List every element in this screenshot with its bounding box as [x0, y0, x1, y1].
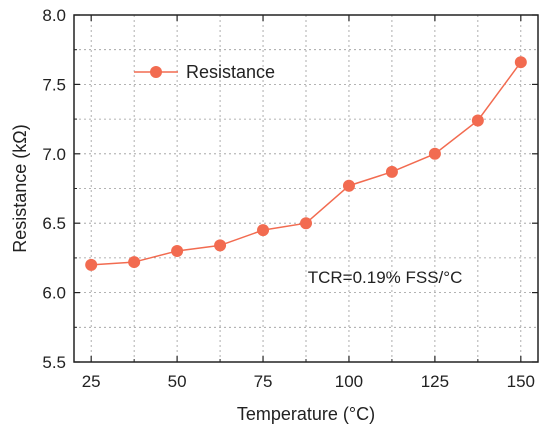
legend: Resistance — [134, 62, 275, 82]
x-tick-label: 50 — [168, 372, 187, 391]
data-point — [128, 256, 141, 269]
data-point — [214, 239, 227, 252]
y-tick-label: 7.5 — [42, 75, 66, 94]
x-tick-label: 25 — [82, 372, 101, 391]
data-point — [514, 56, 527, 69]
legend-marker — [150, 66, 162, 78]
y-tick-label: 8.0 — [42, 6, 66, 25]
axis-ticks — [74, 14, 538, 363]
data-point — [85, 258, 98, 271]
y-axis-label: Resistance (kΩ) — [10, 124, 30, 253]
y-tick-label: 6.5 — [42, 214, 66, 233]
grid-lines — [74, 15, 538, 362]
data-point — [385, 165, 398, 178]
data-point — [300, 217, 312, 230]
data-point — [257, 224, 270, 237]
y-tick-label: 7.0 — [42, 145, 66, 164]
data-point — [342, 179, 355, 192]
x-tick-label: 125 — [421, 372, 449, 391]
x-tick-label: 100 — [335, 372, 363, 391]
x-tick-label: 150 — [507, 372, 535, 391]
series-line — [91, 61, 522, 266]
y-tick-labels: 5.5 6.0 6.5 7.0 7.5 8.0 — [42, 6, 66, 372]
tcr-annotation: TCR=0.19% FSS/°C — [308, 268, 463, 287]
data-point — [428, 147, 441, 160]
y-tick-label: 6.0 — [42, 284, 66, 303]
x-tick-label: 75 — [254, 372, 273, 391]
data-point — [471, 114, 484, 127]
legend-label: Resistance — [186, 62, 275, 82]
x-axis-label: Temperature (°C) — [237, 404, 375, 424]
series-layer — [85, 56, 527, 271]
y-tick-label: 5.5 — [42, 353, 66, 372]
data-point — [171, 244, 184, 257]
x-tick-labels: 25 50 75 100 125 150 — [82, 372, 535, 391]
